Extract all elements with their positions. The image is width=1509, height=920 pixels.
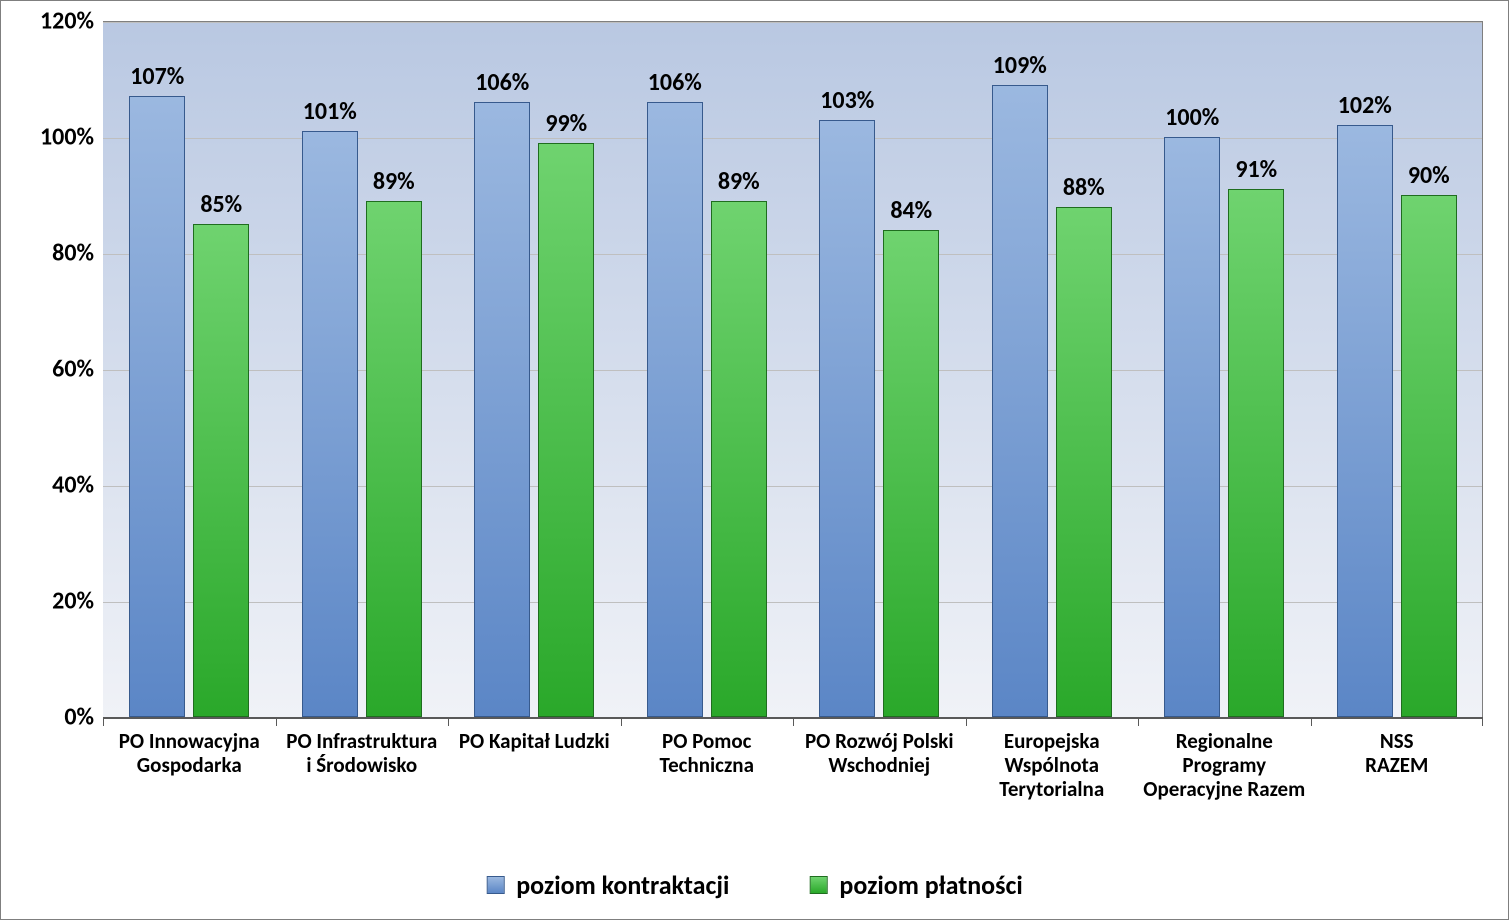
bar-value-label: 84% <box>890 196 932 225</box>
bar-value-label: 103% <box>820 86 874 115</box>
y-axis-tick-label: 20% <box>14 587 94 616</box>
bar-value-label: 102% <box>1338 91 1392 120</box>
bar-value-label: 106% <box>475 68 529 97</box>
x-tick <box>966 717 967 726</box>
x-tick <box>448 717 449 726</box>
x-axis-category-label: NSSRAZEM <box>1311 729 1484 777</box>
x-tick <box>276 717 277 726</box>
y-axis-tick-label: 60% <box>14 355 94 384</box>
bar-kontraktacji <box>992 85 1048 717</box>
bar-value-label: 90% <box>1408 161 1450 190</box>
x-tick <box>1311 717 1312 726</box>
bar-platnosci <box>883 230 939 717</box>
bar-value-label: 99% <box>545 109 587 138</box>
legend-label: poziom kontraktacji <box>516 869 729 901</box>
x-tick <box>1138 717 1139 726</box>
legend-swatch-green <box>809 876 827 894</box>
bar-platnosci <box>711 201 767 717</box>
y-axis-tick-label: 0% <box>14 703 94 732</box>
bar-platnosci <box>1056 207 1112 717</box>
bar-value-label: 109% <box>993 51 1047 80</box>
y-axis-tick-label: 80% <box>14 239 94 268</box>
bar-value-label: 107% <box>130 62 184 91</box>
bar-value-label: 88% <box>1063 173 1105 202</box>
bar-kontraktacji <box>474 102 530 717</box>
bar-kontraktacji <box>129 96 185 717</box>
y-axis-tick-label: 40% <box>14 471 94 500</box>
x-axis-category-label: RegionalneProgramyOperacyjne Razem <box>1138 729 1311 801</box>
x-axis-category-label: PO Infrastrukturai Środowisko <box>276 729 449 777</box>
x-axis-category-label: EuropejskaWspólnotaTerytorialna <box>966 729 1139 801</box>
gridline <box>103 22 1482 23</box>
bar-kontraktacji <box>647 102 703 717</box>
bar-chart: 0% 20% 40% 60% 80% 100% 120% PO InnowacyjnaGos… <box>0 0 1509 920</box>
bar-value-label: 89% <box>718 167 760 196</box>
bar-value-label: 106% <box>648 68 702 97</box>
legend-label: poziom płatności <box>839 869 1022 901</box>
bar-platnosci <box>366 201 422 717</box>
bar-value-label: 85% <box>200 190 242 219</box>
x-tick <box>793 717 794 726</box>
x-axis-category-label: PO InnowacyjnaGospodarka <box>103 729 276 777</box>
x-axis-category-label: PO Kapitał Ludzki <box>448 729 621 753</box>
bar-value-label: 101% <box>303 97 357 126</box>
bar-value-label: 89% <box>373 167 415 196</box>
legend: poziom kontraktacji poziom płatności <box>486 869 1023 901</box>
bar-kontraktacji <box>1164 137 1220 717</box>
x-axis-category-label: PO Rozwój PolskiWschodniej <box>793 729 966 777</box>
bar-value-label: 100% <box>1165 103 1219 132</box>
x-axis-category-label: PO PomocTechniczna <box>621 729 794 777</box>
x-tick <box>1482 717 1483 726</box>
bar-platnosci <box>1228 189 1284 717</box>
y-axis-tick-label: 100% <box>14 123 94 152</box>
x-tick <box>621 717 622 726</box>
bar-kontraktacji <box>819 120 875 717</box>
y-axis-tick-label: 120% <box>14 7 94 36</box>
legend-item-kontraktacji: poziom kontraktacji <box>486 869 729 901</box>
bar-platnosci <box>538 143 594 717</box>
legend-swatch-blue <box>486 876 504 894</box>
bar-kontraktacji <box>302 131 358 717</box>
bar-value-label: 91% <box>1235 155 1277 184</box>
legend-item-platnosci: poziom płatności <box>809 869 1022 901</box>
x-tick <box>103 717 104 726</box>
bar-kontraktacji <box>1337 125 1393 717</box>
bar-platnosci <box>1401 195 1457 717</box>
bar-platnosci <box>193 224 249 717</box>
